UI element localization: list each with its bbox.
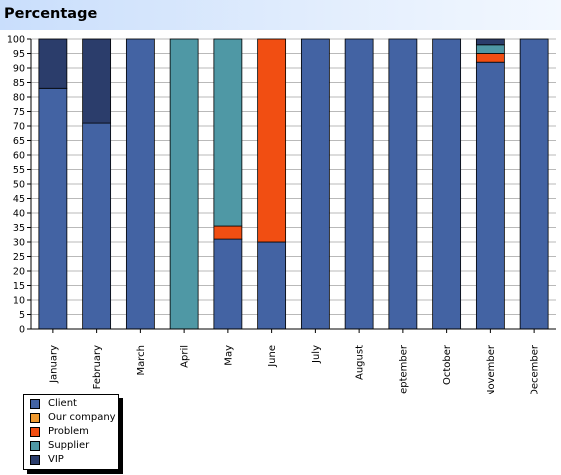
y-tick-label: 15 [13,281,25,292]
legend-item: Client [30,397,77,410]
legend-swatch [30,412,40,423]
legend-label: Client [48,398,77,409]
bar-segment [344,38,374,330]
y-tick-label: 75 [13,107,25,118]
bar-segment [257,38,287,243]
y-tick-label: 50 [13,180,25,191]
bar-segment [213,225,243,240]
legend-item: Problem [30,425,89,438]
legend-swatch [30,440,40,451]
y-tick-label: 35 [13,223,25,234]
y-tick-label: 0 [19,325,25,336]
bar-segment [519,38,549,330]
legend-swatch [30,398,40,409]
y-tick-label: 10 [13,296,25,307]
y-tick-label: 30 [13,238,25,249]
bar-segment [475,61,505,330]
x-tick-label: February [92,345,103,389]
y-tick-label: 65 [13,136,25,147]
legend-item: Our company [30,411,116,424]
y-tick-label: 100 [7,35,25,46]
legend-swatch [30,454,40,465]
x-tick-label: May [223,345,234,366]
bar-segment [475,38,505,46]
x-tick-label: August [355,345,366,380]
y-tick-label: 5 [19,310,25,321]
y-tick-label: 40 [13,209,25,220]
legend-swatch [30,426,40,437]
y-tick-label: 85 [13,78,25,89]
bar-segment [82,122,112,330]
y-tick-label: 80 [13,93,25,104]
x-tick-label: March [136,345,147,375]
y-tick-label: 25 [13,252,25,263]
bar-segment [38,38,68,89]
x-tick-label: November [486,344,497,394]
y-tick-label: 20 [13,267,25,278]
y-tick-label: 60 [13,151,25,162]
bar-segment [169,38,199,330]
bar-segment [82,38,112,124]
y-tick-label: 90 [13,64,25,75]
y-tick-label: 45 [13,194,25,205]
legend-item: VIP [30,453,64,466]
bar-segment [125,38,155,330]
stacked-bar-chart: 0 5 10 15 20 25 30 35 40 45 50 55 60 65 70 75 80 85 90 95 10… [7,35,556,394]
x-tick-label: January [48,345,59,384]
bar-segment [475,53,505,63]
bar-segment [213,38,243,227]
bar-segment [213,238,243,330]
legend-item: Supplier [30,439,89,452]
gridlines [31,38,556,315]
x-tick-label: October [442,344,453,385]
chart-title: Percentage [4,6,98,22]
bar-segment [475,44,505,54]
y-tick-label: 95 [13,49,25,60]
x-tick-label: April [180,345,191,368]
x-tick-label: June [267,345,278,368]
bar-segment [388,38,418,330]
legend-label: Supplier [48,440,90,451]
y-tick-label: 70 [13,122,25,133]
legend-label: Problem [48,426,89,437]
bars [38,38,549,330]
legend: Client Our company Problem Supplier VIP [23,394,119,470]
axes: 0 5 10 15 20 25 30 35 40 45 50 55 60 65 70 75 80 85 90 95 10… [7,35,556,394]
bar-segment [257,241,287,330]
x-tick-label: July [311,345,322,364]
legend-label: Our company [48,412,116,423]
bar-segment [300,38,330,330]
y-tick-label: 55 [13,165,25,176]
x-tick-label: December [530,344,541,394]
bar-segment [432,38,462,330]
legend-label: VIP [48,454,64,465]
chart-header: Percentage [0,0,561,30]
bar-segment [38,87,68,330]
x-tick-label: September [398,344,409,394]
